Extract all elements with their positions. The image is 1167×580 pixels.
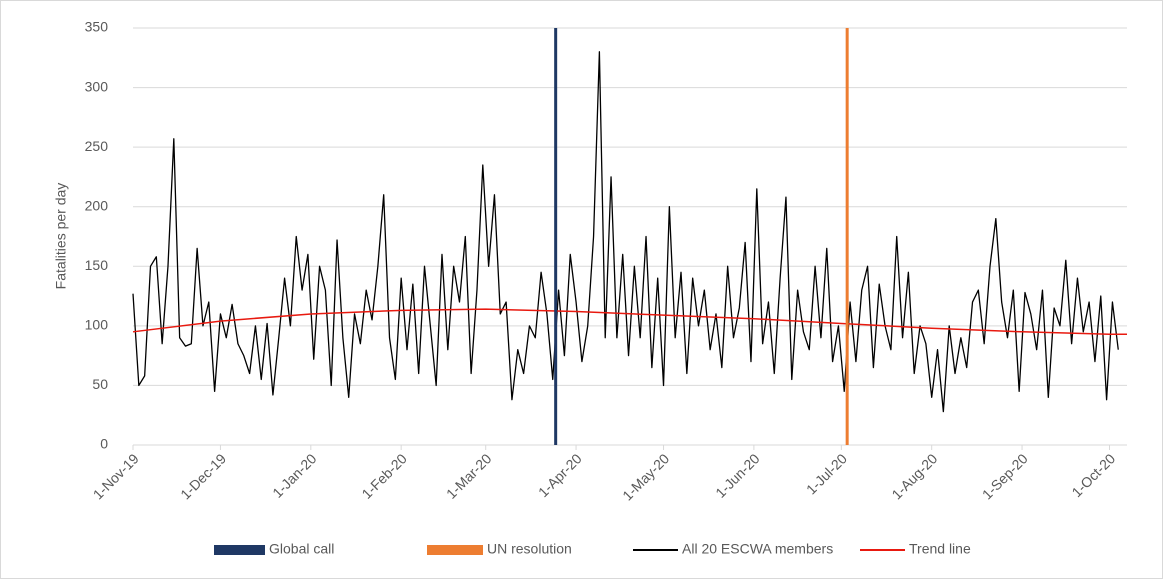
y-tick-label: 0 [100,436,108,452]
y-axis-label: Fatalities per day [53,183,69,290]
y-tick-label: 100 [85,317,109,333]
legend-label: UN resolution [487,541,572,557]
y-tick-label: 350 [85,19,109,35]
series-line [132,51,1119,413]
legend-label: All 20 ESCWA members [682,541,833,557]
legend-label: Global call [269,541,334,557]
series-line [132,308,1127,335]
y-tick-label: 50 [92,376,108,392]
legend-swatch [427,545,483,555]
y-tick-label: 200 [85,197,109,213]
legend-swatch [214,545,265,555]
legend-label: Trend line [909,541,971,557]
y-tick-label: 150 [85,257,109,273]
y-tick-label: 250 [85,138,109,154]
y-tick-label: 300 [85,78,109,94]
